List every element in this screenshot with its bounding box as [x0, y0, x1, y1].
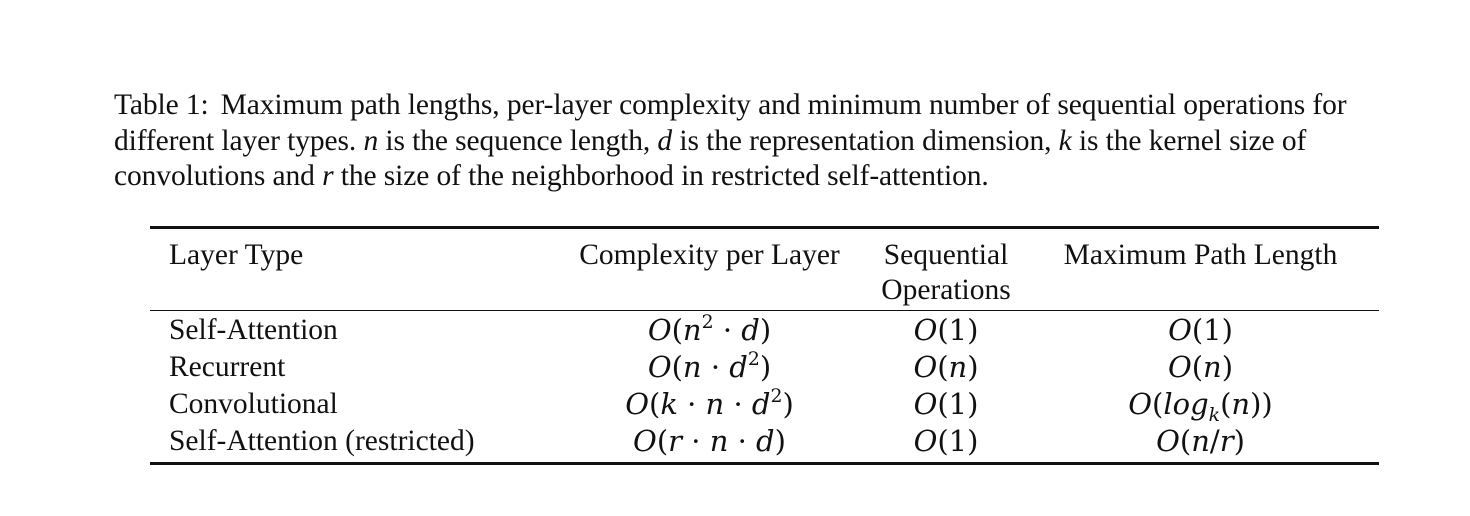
table-caption: Table 1: Maximum path lengths, per-layer … — [114, 88, 1424, 195]
caption-text: is the kernel size of convolutions and — [114, 124, 1307, 193]
layer-table-body: Self-Attention O(n2 · d) O(1) O(1) Recurrent… — [150, 311, 1379, 462]
cell-sequential: O(1) — [913, 387, 979, 421]
cell-max-path: O(logk(n)) — [1128, 387, 1273, 426]
cell-layer-type: Self-Attention (restricted) — [169, 425, 475, 457]
caption-text: Maximum path lengths, per-layer complexi… — [114, 89, 1347, 157]
caption-var-k: k — [1058, 124, 1072, 157]
cell-max-path: O(1) — [1168, 313, 1233, 347]
caption-var-n: n — [363, 124, 379, 157]
cell-complexity: O(r · n · d) — [633, 424, 786, 458]
caption-var-d: d — [657, 124, 673, 157]
caption-var-r: r — [322, 160, 334, 192]
table-row: Recurrent O(n · d2) O(n) O(n) — [150, 349, 1379, 386]
cell-sequential: O(1) — [913, 313, 979, 347]
header-sequential: Sequential Operations — [870, 229, 1022, 310]
cell-layer-type: Self-Attention — [169, 314, 338, 346]
table-row: Self-Attention O(n2 · d) O(1) O(1) — [150, 311, 1379, 349]
cell-complexity: O(n2 · d) — [647, 312, 772, 347]
cell-complexity: O(k · n · d2) — [625, 386, 794, 421]
cell-layer-type: Recurrent — [169, 351, 286, 383]
header-max-path: Maximum Path Length — [1063, 239, 1338, 271]
table-header-row: Layer Type Complexity per Layer Sequenti… — [150, 229, 1379, 310]
table-top-rule — [150, 226, 1379, 229]
layer-table: Layer Type Complexity per Layer Sequenti… — [150, 229, 1379, 310]
cell-complexity: O(n · d2) — [647, 349, 772, 384]
cell-max-path: O(n/r) — [1156, 424, 1245, 458]
caption-text: is the representation dimension, — [672, 124, 1059, 157]
header-complexity: Complexity per Layer — [579, 239, 840, 271]
table-row: Convolutional O(k · n · d2) O(1) O(logk(n)) — [150, 386, 1379, 426]
table-mid-rule — [150, 310, 1379, 311]
caption-text: the size of the neighborhood in restrict… — [333, 160, 989, 192]
comparison-table: Layer Type Complexity per Layer Sequenti… — [150, 226, 1379, 465]
table-row: Self-Attention (restricted) O(r · n · d) O… — [150, 423, 1379, 462]
table-bottom-rule — [150, 462, 1379, 465]
cell-sequential: O(1) — [913, 424, 979, 458]
header-layer-type: Layer Type — [169, 239, 304, 271]
cell-layer-type: Convolutional — [169, 388, 338, 420]
caption-text: is the sequence length, — [378, 124, 658, 157]
caption-label: Table 1: — [114, 89, 209, 121]
cell-sequential: O(n) — [913, 350, 979, 384]
cell-max-path: O(n) — [1167, 350, 1234, 384]
header-sequential-line1: Sequential — [883, 239, 1009, 271]
header-sequential-line2: Operations — [881, 274, 1011, 306]
